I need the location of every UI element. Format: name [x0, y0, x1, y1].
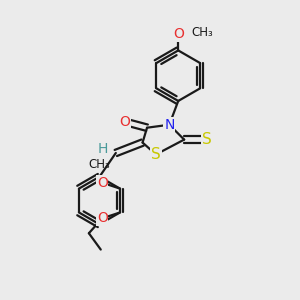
Text: S: S [151, 147, 161, 162]
Text: CH₃: CH₃ [192, 26, 213, 39]
Text: O: O [97, 176, 108, 190]
Text: S: S [202, 132, 211, 147]
Text: O: O [173, 27, 184, 41]
Text: N: N [164, 118, 175, 132]
Text: H: H [97, 142, 108, 155]
Text: CH₃: CH₃ [88, 158, 110, 171]
Text: O: O [97, 212, 108, 225]
Text: O: O [119, 115, 130, 129]
